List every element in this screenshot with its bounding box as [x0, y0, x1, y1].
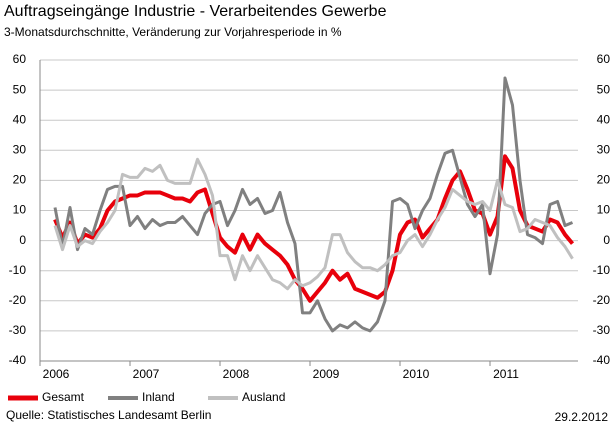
- y-tick-label: 50: [13, 82, 27, 96]
- chart-subtitle: 3-Monatsdurchschnitte, Veränderung zur V…: [4, 25, 342, 39]
- series-line: [53, 154, 575, 303]
- legend-label: Inland: [142, 390, 175, 404]
- legend-label: Ausland: [242, 390, 285, 404]
- x-tick-label: 2008: [223, 367, 250, 381]
- y-tick-label: 60: [13, 52, 27, 66]
- y-tick-label: 30: [13, 142, 27, 156]
- y-tick-label: 0: [19, 233, 26, 247]
- x-tick-label: 2009: [313, 367, 340, 381]
- y-tick-label: -30: [9, 323, 27, 337]
- y2-tick-label: -10: [593, 263, 611, 277]
- y2-tick-label: 50: [597, 82, 611, 96]
- series-line: [53, 157, 574, 291]
- y-tick-label: -10: [9, 263, 27, 277]
- y-tick-label: -20: [9, 293, 27, 307]
- y-tick-label: -40: [9, 353, 27, 367]
- y2-tick-label: -30: [593, 323, 611, 337]
- chart-title: Auftragseingänge Industrie - Verarbeiten…: [4, 3, 387, 20]
- y-tick-label: 40: [13, 112, 27, 126]
- legend-label: Gesamt: [42, 390, 85, 404]
- y2-tick-label: -20: [593, 293, 611, 307]
- x-tick-label: 2006: [43, 367, 70, 381]
- x-tick-label: 2011: [493, 367, 519, 381]
- y-tick-label: 20: [13, 173, 27, 187]
- date: 29.2.2012: [555, 410, 609, 424]
- y2-tick-label: 40: [597, 112, 611, 126]
- source: Quelle: Statistisches Landesamt Berlin: [6, 408, 211, 422]
- series-line: [53, 76, 574, 333]
- x-tick-label: 2010: [403, 367, 430, 381]
- y-tick-label: 10: [13, 203, 27, 217]
- y2-tick-label: 60: [597, 52, 611, 66]
- y2-tick-label: 30: [597, 142, 611, 156]
- y2-tick-label: 20: [597, 173, 611, 187]
- x-tick-label: 2007: [133, 367, 160, 381]
- y2-tick-label: 0: [603, 233, 610, 247]
- y2-tick-label: -40: [593, 353, 611, 367]
- y2-tick-label: 10: [597, 203, 611, 217]
